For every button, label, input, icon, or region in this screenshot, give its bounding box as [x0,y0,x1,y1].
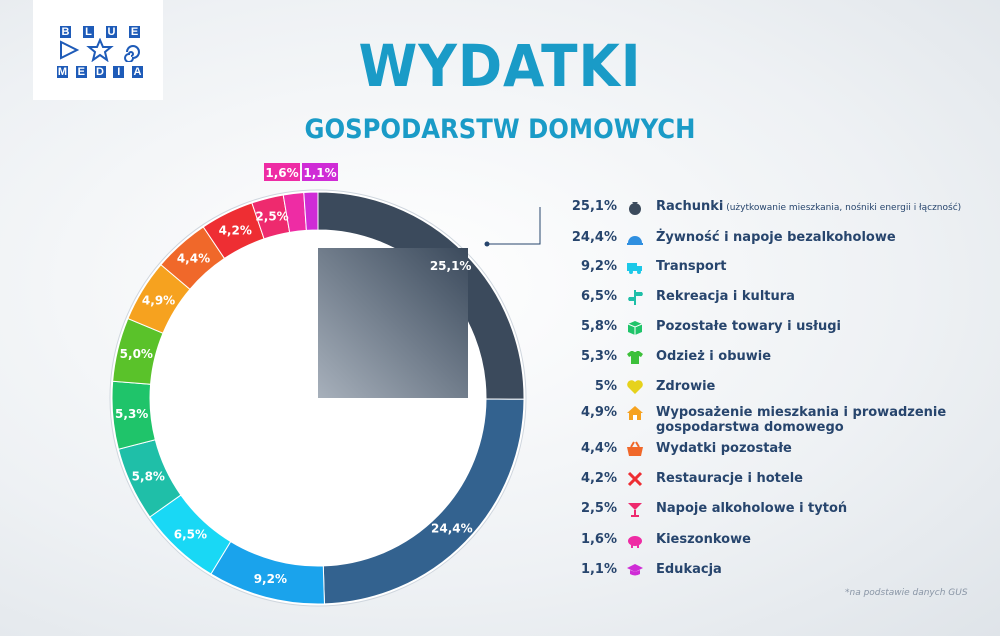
slice-label: 5,0% [120,347,153,361]
page-subtitle: GOSPODARSTW DOMOWYCH [304,114,696,145]
slice-label: 24,4% [431,522,473,536]
legend-value: 5,8% [580,319,617,334]
callout-dot [484,241,490,247]
slice-callout-label: 1,6% [264,163,300,181]
blue-media-logo: B L U E M E D I A [33,0,163,100]
legend-label: Zdrowie [656,379,716,394]
legend-value: 4,9% [580,405,617,420]
slice-label: 5,3% [115,407,148,421]
graduation-cap-icon [627,564,643,576]
slice-label: 9,2% [254,572,287,586]
legend-value: 5,3% [580,349,617,364]
food-cloche-icon [627,236,643,245]
legend-value: 4,2% [580,471,617,486]
logo-symbols-icon [60,38,140,62]
svg-text:1,6%: 1,6% [265,166,298,180]
footnote: *na podstawie danych GUS [845,588,968,598]
slice-label: 4,2% [219,223,252,237]
slice-label: 4,9% [142,293,175,307]
logo-bottom-letters: M E D I A [57,66,143,78]
legend-label: Wyposażenie mieszkania i prowadzenie [656,405,947,420]
money-bag-icon [629,202,641,215]
svg-text:1,1%: 1,1% [303,166,336,180]
legend-label: Napoje alkoholowe i tytoń [656,501,848,516]
cocktail-icon [628,503,642,517]
slice-callout-label: 1,1% [302,163,338,181]
legend-label: Restauracje i hotele [656,471,803,486]
legend-note: (użytkowanie mieszkania, nośniki energii… [723,203,962,213]
legend-label-line2: gospodarstwa domowego [656,420,844,435]
legend-label: Rekreacja i kultura [656,289,795,304]
legend-label: Edukacja [656,562,722,577]
donut-slice [303,191,319,231]
slice-label: 2,5% [255,210,288,224]
slice-label: 25,1% [430,259,472,273]
legend-value: 1,6% [580,532,617,547]
legend-label: Pozostałe towary i usługi [656,319,842,334]
legend-value: 1,1% [580,562,617,577]
legend-value: 9,2% [580,259,617,274]
legend-label: Kieszonkowe [656,532,751,547]
legend-label: Odzież i obuwie [656,349,772,364]
inner-quarter-highlight [318,248,468,398]
piggy-bank-icon [628,536,642,548]
house-icon [627,406,643,420]
legend-value: 4,4% [580,441,617,456]
shirt-icon [627,351,643,364]
callout-line [487,207,541,245]
logo-top-letters: B L U E [60,26,140,38]
box-icon [627,321,643,335]
slice-label: 6,5% [174,528,207,542]
legend-label: Transport [656,259,727,274]
heart-icon [627,380,643,394]
signpost-icon [628,290,643,305]
slice-label: 5,8% [132,470,165,484]
legend-value: 24,4% [571,230,617,245]
legend-value: 6,5% [580,289,617,304]
legend-label: Żywność i napoje bezalkoholowe [656,230,896,245]
truck-icon [627,263,642,274]
legend-label: Wydatki pozostałe [656,441,792,456]
legend-value: 25,1% [571,199,617,214]
slice-label: 4,4% [177,252,210,266]
page-title: WYDATKI [358,32,642,100]
legend-label: Rachunki (użytkowanie mieszkania, nośnik… [656,199,962,214]
legend-value: 5% [594,379,617,394]
legend-value: 2,5% [580,501,617,516]
basket-icon [627,441,643,456]
cutlery-icon [627,471,643,487]
